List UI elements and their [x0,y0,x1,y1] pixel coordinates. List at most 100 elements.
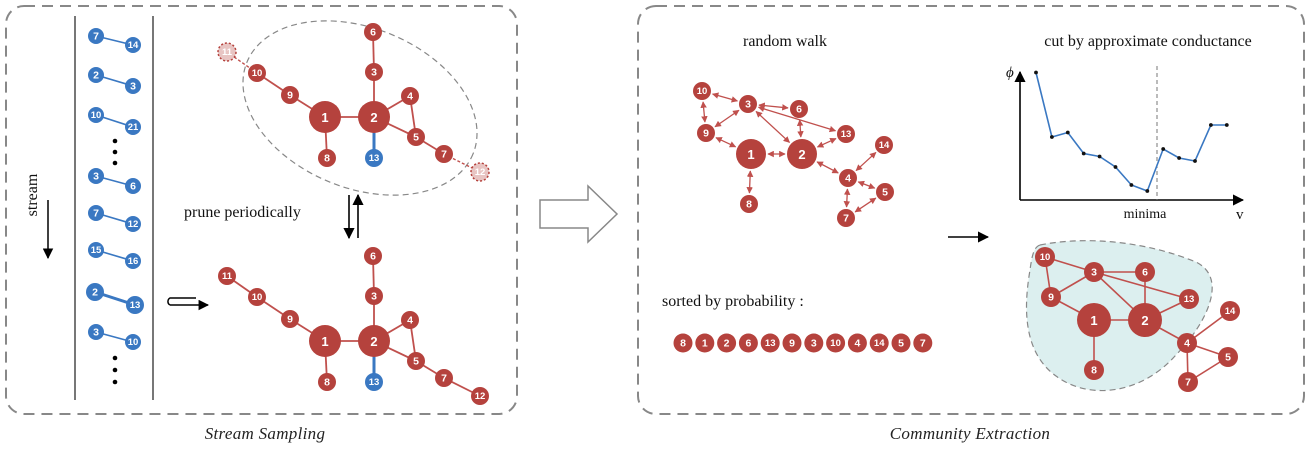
stream-edge: 36 [88,168,141,194]
node-1: 1 [736,139,766,169]
node-4: 4 [401,311,419,329]
stream-label: stream [24,173,41,216]
node-10: 10 [248,288,266,306]
svg-text:7: 7 [920,338,926,350]
svg-text:4: 4 [407,315,413,327]
node-5: 5 [407,128,425,146]
svg-text:1: 1 [321,110,328,125]
walk-edge [816,161,839,174]
sorted-node-list: 8 1 2 6 13 9 3 10 4 14 5 7 [673,333,933,353]
svg-text:2: 2 [92,287,98,299]
conductance-point [1065,130,1070,135]
svg-text:3: 3 [130,81,136,93]
node-6: 6 [364,23,382,41]
svg-text:2: 2 [370,110,377,125]
node-1: 1 [1077,303,1111,337]
node-6: 6 [125,178,141,194]
stream-edge: 10 21 [88,107,141,135]
conductance-point [1050,135,1054,139]
svg-text:11: 11 [222,271,233,282]
svg-text:10: 10 [1040,252,1051,263]
node-14: 14 [1220,301,1240,321]
node-2: 2 [88,67,104,83]
node-2: 2 [358,101,390,133]
node-1: 1 [309,101,341,133]
svg-text:10: 10 [830,338,841,349]
svg-text:9: 9 [1048,292,1054,304]
node-16: 16 [125,253,141,269]
svg-text:10: 10 [128,337,139,348]
svg-text:3: 3 [371,291,377,303]
svg-text:4: 4 [1184,338,1190,350]
chart-minima-label: minima [1124,207,1168,222]
node-13: 13 [365,373,383,391]
node-8: 8 [740,195,758,213]
node-7: 7 [435,369,453,387]
node-10: 10 [1035,247,1055,267]
svg-text:8: 8 [324,153,330,165]
conductance-point [1113,165,1118,169]
community-extraction-caption: Community Extraction [889,424,1051,443]
conductance-chart: ϕ v minima [1006,65,1245,223]
node-15: 15 [88,242,104,258]
svg-text:4: 4 [854,338,860,350]
stage-arrow [539,184,619,244]
node-9: 9 [697,124,715,142]
node-7: 7 [1178,372,1198,392]
node-10: 10 [88,107,104,123]
chart-series [1034,70,1229,193]
svg-text:14: 14 [1225,306,1236,317]
svg-text:12: 12 [475,167,486,178]
svg-text:3: 3 [811,338,817,350]
random-walk-graph: 1 2 3 4 5 6 7 8 9 10 13 14 [693,82,894,227]
svg-text:5: 5 [898,338,904,350]
svg-text:14: 14 [128,40,139,51]
conductance-point [1209,123,1213,127]
node-9: 9 [1041,287,1061,307]
svg-text:6: 6 [745,338,751,350]
cut-label: cut by approximate conductance [1044,33,1251,50]
svg-text:7: 7 [441,373,447,385]
prune-label: prune periodically [184,204,301,221]
walk-edge [755,110,791,143]
node-11: 11 [217,42,237,62]
node-3: 3 [88,168,104,184]
svg-text:4: 4 [845,173,851,185]
svg-text:21: 21 [128,122,139,133]
conductance-point [1177,156,1181,160]
conductance-point [1193,159,1197,163]
node-14: 14 [125,37,141,53]
svg-text:7: 7 [93,31,99,43]
node-7: 7 [88,205,104,221]
svg-text:2: 2 [724,338,730,350]
svg-text:7: 7 [1185,377,1191,389]
stream-edge: 3 10 [88,324,141,350]
svg-text:3: 3 [93,171,99,183]
conductance-point [1129,183,1134,187]
conductance-point [1097,154,1102,159]
stream-sampling-caption: Stream Sampling [204,424,326,443]
svg-text:2: 2 [93,70,99,82]
node-13: 13 [1179,289,1199,309]
node-2: 2 [86,283,104,301]
node-12: 12 [125,216,141,232]
node-3: 3 [365,63,383,81]
left-panel-border [5,5,518,415]
node-21: 21 [125,119,141,135]
node-10: 10 [826,333,846,353]
svg-text:3: 3 [93,327,99,339]
node-8: 8 [1084,360,1104,380]
svg-text:2: 2 [1141,313,1148,328]
svg-text:5: 5 [1225,352,1231,364]
node-9: 9 [281,86,299,104]
node-9: 9 [281,310,299,328]
node-3: 3 [804,333,824,353]
node-6: 6 [738,333,758,353]
svg-text:10: 10 [91,110,102,121]
conductance-line [1035,72,1227,193]
node-13: 13 [837,125,855,143]
stream-edge: 7 14 [88,28,141,53]
conductance-point [1081,151,1086,156]
